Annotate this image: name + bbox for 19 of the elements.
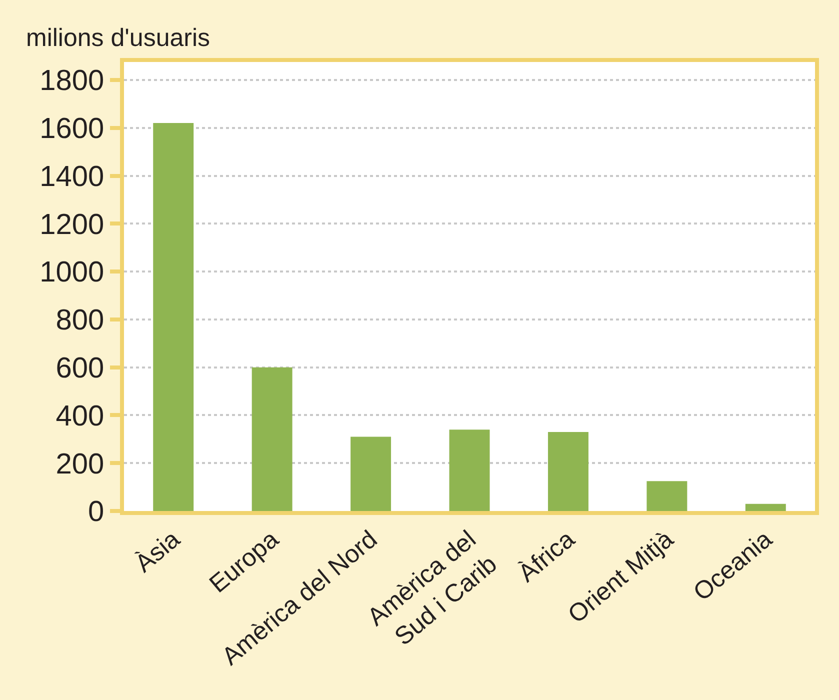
bar <box>646 481 688 511</box>
y-tick-label: 1600 <box>40 113 104 145</box>
bar <box>745 504 786 511</box>
y-tick-label: 1000 <box>40 256 104 289</box>
y-tick-label: 200 <box>56 448 104 480</box>
bar <box>252 367 292 511</box>
y-tick-label: 600 <box>56 352 104 384</box>
x-tick-label: Àsia <box>130 525 186 578</box>
y-tick-label: 1400 <box>40 160 104 193</box>
y-axis-title: milions d'usuaris <box>26 24 210 52</box>
y-tick-label: 0 <box>88 496 104 528</box>
y-tick-label: 800 <box>56 304 104 337</box>
bar <box>153 123 194 511</box>
bar <box>449 430 490 511</box>
bar <box>548 432 588 511</box>
y-tick-label: 1800 <box>40 65 104 98</box>
bar <box>350 436 392 511</box>
y-tick-label: 400 <box>56 400 104 432</box>
y-tick-label: 1200 <box>40 208 104 241</box>
